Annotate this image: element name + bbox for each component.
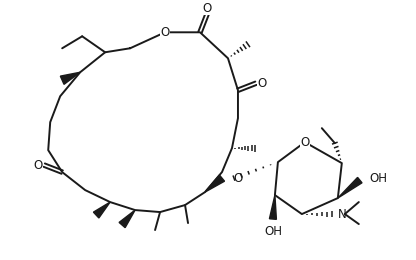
Polygon shape (119, 210, 135, 228)
Polygon shape (205, 175, 225, 192)
Polygon shape (94, 202, 110, 218)
Text: O: O (258, 77, 267, 90)
Text: O: O (161, 26, 170, 39)
Text: N: N (338, 207, 347, 220)
Text: O: O (202, 2, 212, 15)
Text: O: O (34, 159, 43, 172)
Polygon shape (338, 177, 362, 198)
Text: OH: OH (370, 172, 388, 185)
Text: O: O (300, 136, 310, 149)
Polygon shape (60, 72, 80, 84)
Polygon shape (270, 195, 276, 219)
Text: OH: OH (264, 225, 282, 238)
Text: O: O (233, 172, 243, 185)
